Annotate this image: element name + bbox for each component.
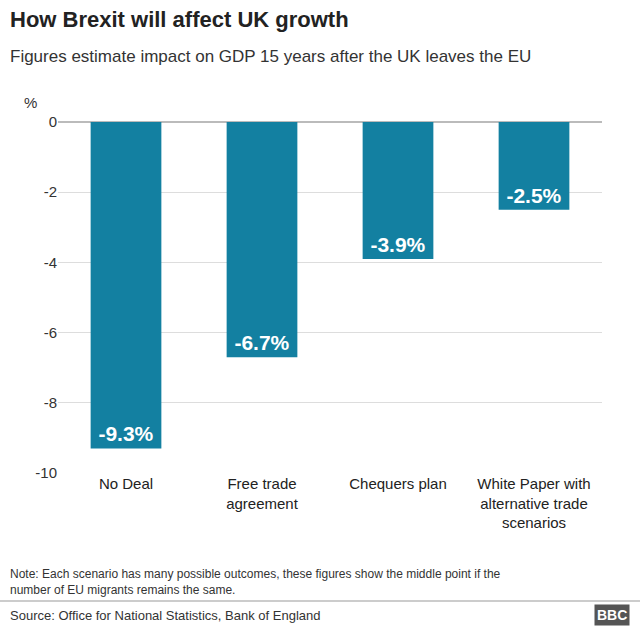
svg-text:Source: Office for National St: Source: Office for National Statistics, … <box>10 608 320 623</box>
svg-text:Free tradeagreement: Free tradeagreement <box>226 475 299 512</box>
svg-text:Figures estimate impact on GDP: Figures estimate impact on GDP 15 years … <box>10 47 531 66</box>
svg-text:No Deal: No Deal <box>99 475 153 492</box>
svg-text:-10: -10 <box>35 464 57 481</box>
svg-text:-3.9%: -3.9% <box>370 233 425 256</box>
svg-text:-2.5%: -2.5% <box>506 184 561 207</box>
svg-text:White Paper withalternative tr: White Paper withalternative tradescenari… <box>477 475 590 531</box>
svg-text:-4: -4 <box>44 254 57 271</box>
svg-text:Note: Each scenario has many p: Note: Each scenario has many possible ou… <box>10 567 501 597</box>
svg-text:-6.7%: -6.7% <box>234 331 289 354</box>
svg-text:How Brexit will affect UK grow: How Brexit will affect UK growth <box>10 7 349 32</box>
svg-text:Chequers plan: Chequers plan <box>349 475 447 492</box>
svg-text:-9.3%: -9.3% <box>98 422 153 445</box>
svg-text:%: % <box>24 94 37 111</box>
svg-text:BBC: BBC <box>597 607 627 623</box>
svg-text:-2: -2 <box>44 183 57 200</box>
svg-text:-6: -6 <box>44 324 57 341</box>
svg-text:-8: -8 <box>44 394 57 411</box>
svg-text:0: 0 <box>49 113 57 130</box>
